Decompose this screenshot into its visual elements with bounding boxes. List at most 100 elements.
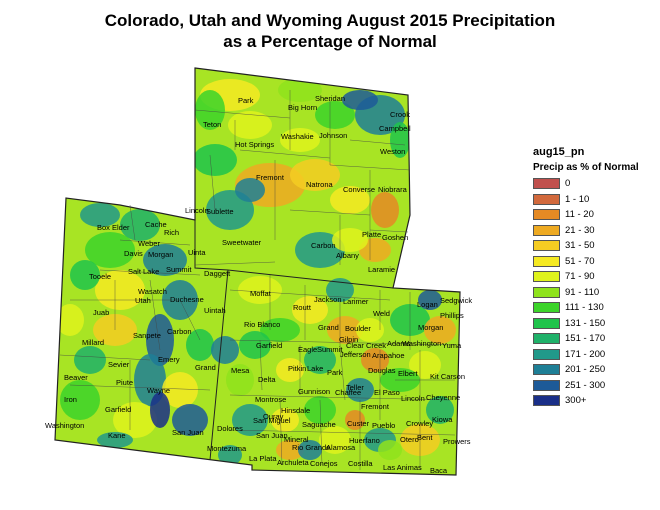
county-label: Mineral bbox=[284, 435, 309, 444]
precip-blob bbox=[232, 404, 268, 436]
county-label: Washington bbox=[45, 421, 84, 430]
county-boundary bbox=[149, 279, 161, 351]
county-label: Carbon bbox=[311, 241, 336, 250]
legend-label: 201 - 250 bbox=[565, 364, 606, 376]
precip-blobs bbox=[56, 78, 456, 465]
county-label: Daggett bbox=[204, 269, 231, 278]
county-label: Sweetwater bbox=[222, 238, 262, 247]
precip-blob bbox=[332, 228, 368, 252]
county-label: Alamosa bbox=[326, 443, 356, 452]
county-lines bbox=[59, 90, 456, 470]
precip-blob bbox=[271, 408, 299, 432]
county-label: Lincoln bbox=[185, 206, 209, 215]
county-label: Natrona bbox=[306, 180, 334, 189]
county-boundary bbox=[194, 109, 291, 119]
county-label: Iron bbox=[64, 395, 77, 404]
precip-blob bbox=[315, 101, 355, 129]
county-label: Rich bbox=[164, 228, 179, 237]
county-boundary bbox=[229, 394, 451, 401]
precip-blob bbox=[361, 348, 389, 372]
county-label: Jefferson bbox=[340, 350, 371, 359]
precip-blob bbox=[60, 380, 100, 420]
county-label: Dolores bbox=[217, 424, 243, 433]
precip-blob bbox=[278, 78, 322, 102]
county-label: Kiowa bbox=[432, 415, 453, 424]
county-label: Logan bbox=[417, 300, 438, 309]
legend-swatch bbox=[533, 224, 560, 236]
precip-blob bbox=[292, 296, 328, 324]
precip-blob bbox=[239, 331, 271, 359]
precip-blob bbox=[390, 122, 410, 158]
county-label: Montezuma bbox=[207, 444, 247, 453]
precip-blob bbox=[70, 260, 100, 290]
precip-blob bbox=[143, 244, 187, 276]
legend-swatch bbox=[533, 364, 560, 376]
precip-blob bbox=[193, 144, 237, 176]
county-label: El Paso bbox=[374, 388, 400, 397]
county-label: Montrose bbox=[255, 395, 286, 404]
county-boundary bbox=[369, 229, 409, 233]
county-label: Big Horn bbox=[288, 103, 317, 112]
county-label: Beaver bbox=[64, 373, 88, 382]
county-label: Weld bbox=[373, 309, 390, 318]
precip-blob bbox=[346, 378, 374, 402]
legend-label: 71 - 90 bbox=[565, 271, 595, 283]
legend-item: 171 - 200 bbox=[533, 347, 639, 363]
precip-blob bbox=[120, 209, 160, 241]
legend-swatch bbox=[533, 255, 560, 267]
legend-label: 31 - 50 bbox=[565, 240, 595, 252]
legend-item: 0 bbox=[533, 176, 639, 192]
county-label: Weber bbox=[138, 239, 160, 248]
precip-blob bbox=[228, 111, 272, 139]
legend-label: 131 - 150 bbox=[565, 317, 606, 329]
legend-swatch bbox=[533, 193, 560, 205]
county-label: Moffat bbox=[250, 289, 272, 298]
precip-blob bbox=[226, 364, 254, 396]
precip-blob bbox=[195, 90, 225, 130]
county-boundary bbox=[229, 429, 456, 436]
county-label: Kane bbox=[108, 431, 126, 440]
precip-blob bbox=[235, 178, 265, 202]
legend-title: aug15_pn bbox=[533, 146, 585, 158]
precip-blob bbox=[150, 392, 170, 428]
county-label: Rio Blanco bbox=[244, 320, 280, 329]
county-label: Platte bbox=[362, 230, 381, 239]
county-boundary bbox=[129, 204, 136, 241]
county-boundary bbox=[239, 149, 331, 159]
county-label: Hinsdale bbox=[281, 406, 310, 415]
legend-item: 71 - 90 bbox=[533, 269, 639, 285]
precip-blob bbox=[146, 314, 174, 366]
state-borders bbox=[194, 220, 394, 461]
county-label: Phillips bbox=[440, 311, 464, 320]
precip-blob bbox=[304, 346, 336, 374]
county-label: Tooele bbox=[89, 272, 111, 281]
county-label: Arapahoe bbox=[372, 351, 405, 360]
county-label: Yuma bbox=[442, 341, 462, 350]
county-label: Cache bbox=[145, 220, 167, 229]
county-label: Eagle bbox=[298, 345, 317, 354]
precip-blob bbox=[85, 232, 135, 268]
county-label: Garfield bbox=[105, 405, 131, 414]
county-label: Otero bbox=[400, 435, 419, 444]
legend-subtitle: Precip as % of Normal bbox=[533, 162, 639, 173]
legend-label: 51 - 70 bbox=[565, 255, 595, 267]
precip-blob bbox=[218, 445, 242, 465]
legend-label: 11 - 20 bbox=[565, 209, 594, 221]
precip-field bbox=[55, 68, 460, 475]
precip-blob bbox=[238, 276, 282, 304]
county-label: Costilla bbox=[348, 459, 373, 468]
county-label: San Juan bbox=[172, 428, 204, 437]
county-label: La Plata bbox=[249, 454, 277, 463]
county-label: Archuleta bbox=[277, 458, 310, 467]
county-boundary bbox=[179, 299, 201, 341]
county-label: Gilpin bbox=[339, 335, 358, 344]
precip-blob bbox=[426, 396, 454, 424]
county-label: Fremont bbox=[361, 402, 390, 411]
legend-label: 111 - 130 bbox=[565, 302, 604, 314]
county-label: Baca bbox=[430, 466, 448, 475]
county-label: Sedgwick bbox=[440, 296, 472, 305]
county-boundary bbox=[59, 354, 151, 361]
county-label: Piute bbox=[116, 378, 133, 387]
legend-item: 1 - 10 bbox=[533, 192, 639, 208]
precip-blob bbox=[424, 316, 456, 344]
